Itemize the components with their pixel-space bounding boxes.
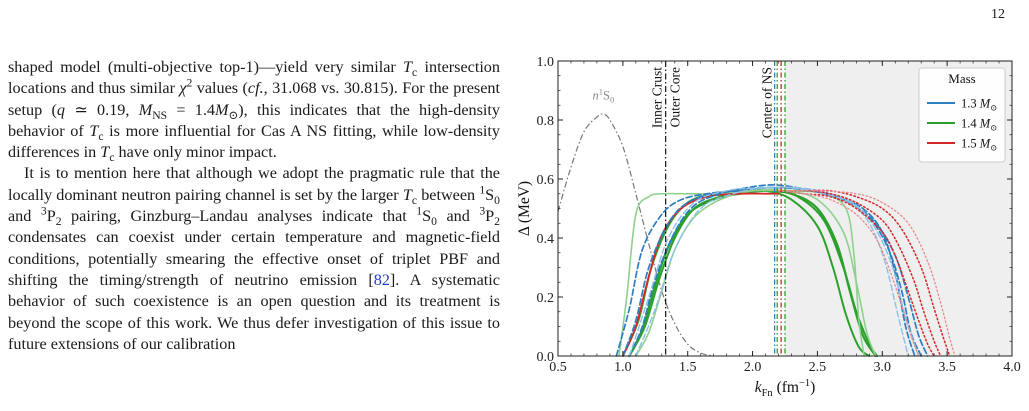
gap-curve-10	[628, 186, 909, 357]
pairing-gap-figure: 0.5 1.0 1.5 2.0 2.5 3.0 3.5 4.0 0.0 0.2 0.4 0.6 0.8 1…	[516, 55, 1021, 399]
page-number: 12	[991, 7, 1005, 22]
text-run: 2	[186, 76, 193, 90]
x-tick-label: 1.5	[679, 360, 697, 375]
x-tick-label: 0.5	[549, 360, 567, 375]
inner-crust-label: Inner Crust	[650, 67, 665, 128]
text-run: c	[98, 130, 104, 144]
text-run: 1	[416, 204, 423, 218]
gap-curve-5	[635, 188, 877, 357]
text-run: 2	[494, 215, 500, 229]
text-run: c	[109, 151, 115, 165]
gap-curve-13	[777, 189, 942, 357]
text-run: ⊙	[228, 108, 239, 122]
x-tick-label: 2.5	[809, 360, 827, 375]
gap-curve-15	[777, 189, 956, 357]
citation-link[interactable]: 82	[373, 270, 390, 289]
text-run: 1	[479, 183, 486, 197]
legend-entry-label: 1.3 M⊙	[961, 97, 997, 113]
x-axis-label: kFn (fm−1)	[755, 378, 816, 399]
y-axis-label: Δ (MeV)	[516, 181, 533, 236]
y-tick-label: 0.2	[537, 291, 555, 306]
y-tick-label: 0.0	[537, 350, 555, 365]
body-paragraph: shaped model (multi-objective top-1)—yie…	[8, 58, 501, 165]
gap-curve-11	[635, 186, 920, 357]
legend-title: Mass	[948, 71, 975, 86]
text-run: T	[403, 58, 413, 76]
x-tick-label: 1.0	[614, 360, 632, 375]
center-of-ns-label: Center of NS	[760, 67, 775, 138]
text-run: NS	[152, 108, 168, 122]
text-run: cf.	[247, 79, 264, 98]
text-run: c	[412, 66, 418, 80]
gap-curve-12	[777, 190, 935, 357]
gap-curve-6	[621, 192, 780, 357]
x-tick-label: 4.0	[1003, 360, 1021, 375]
text-run: c	[411, 194, 418, 208]
text-run: 3	[40, 204, 47, 218]
y-tick-label: 0.8	[537, 114, 555, 129]
text-run: M	[138, 100, 153, 119]
outer-core-label: Outer Core	[668, 67, 683, 127]
text-run: 2	[55, 215, 62, 229]
legend-entry-label: 1.4 M⊙	[961, 117, 997, 133]
text-run: T	[100, 143, 110, 162]
y-tick-label: 0.6	[537, 173, 555, 188]
text-run: M	[215, 100, 229, 119]
text-run: q	[56, 100, 65, 119]
x-tick-label: 2.0	[744, 360, 762, 375]
text-run: 0	[494, 194, 500, 208]
text-run: χ	[179, 79, 187, 98]
singlet-channel-label: n1S0	[593, 86, 615, 104]
y-tick-label: 0.4	[537, 232, 555, 247]
gap-curve-14	[777, 189, 951, 357]
text-run: 3	[479, 204, 486, 218]
text-run: T	[89, 121, 99, 140]
body-paragraph: It is to mention here that although we a…	[8, 164, 500, 353]
x-tick-label: 3.5	[938, 360, 956, 375]
gap-curve-4	[618, 189, 865, 357]
legend-entry-label: 1.5 M⊙	[961, 137, 997, 153]
y-tick-label: 1.0	[537, 55, 555, 70]
text-run: 0	[431, 215, 437, 229]
legend-box	[918, 67, 1006, 163]
body-text-column: shaped model (multi-objective top-1)—yie…	[8, 57, 500, 355]
gap-curve-16	[777, 190, 920, 357]
text-run: T	[402, 185, 412, 204]
x-tick-label: 3.0	[874, 360, 892, 375]
